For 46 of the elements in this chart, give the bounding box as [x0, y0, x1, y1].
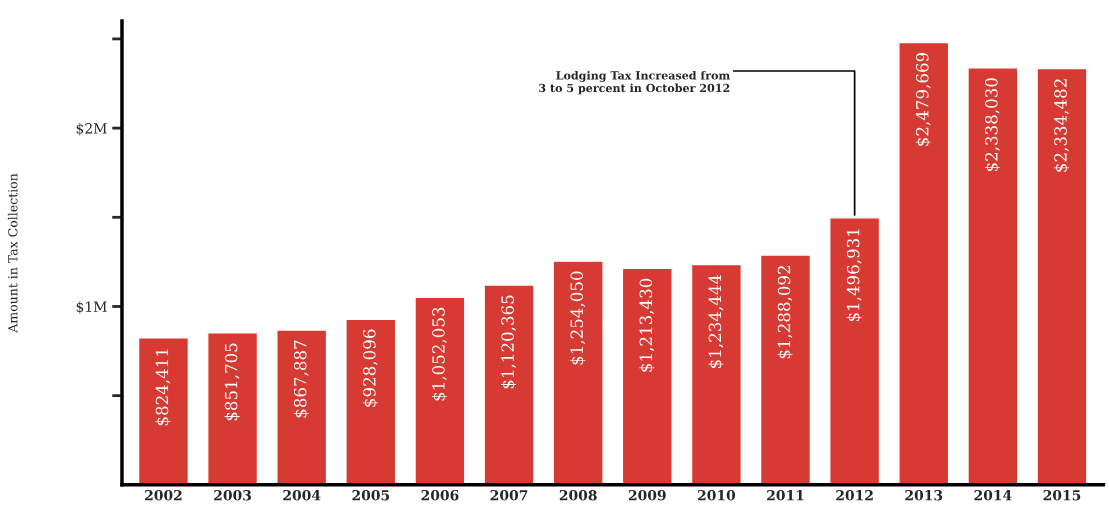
bar [483, 284, 535, 485]
x-tick-label: 2006 [421, 489, 459, 501]
bar [898, 41, 950, 485]
data-label: $1,213,430 [639, 278, 655, 372]
bar [829, 217, 881, 485]
data-label: $1,120,365 [500, 295, 517, 389]
bar [137, 337, 190, 485]
data-label: $2,334,482 [1053, 79, 1070, 172]
x-tick-label: 2002 [145, 489, 182, 501]
y-tick-label: $1M [76, 301, 107, 314]
x-tick-label: 2011 [767, 489, 804, 501]
x-tick-label: 2004 [283, 489, 321, 501]
bar [276, 329, 328, 485]
bar [1036, 67, 1088, 485]
data-label: $1,496,931 [846, 229, 862, 322]
x-tick-label: 2010 [698, 489, 736, 501]
data-label: $2,479,669 [915, 52, 931, 146]
x-tick-label: 2009 [628, 489, 666, 501]
y-axis-title: Amount in Tax Collection [7, 173, 18, 333]
x-tick-label: 2008 [559, 489, 597, 501]
data-label: $928,096 [362, 329, 378, 407]
x-tick-label: 2005 [352, 489, 390, 501]
data-label: $1,288,092 [777, 265, 793, 359]
data-label: $1,052,053 [431, 307, 447, 401]
bar [690, 263, 742, 485]
x-tick-label: 2012 [836, 489, 873, 501]
x-tick-label: 2013 [905, 489, 943, 501]
data-label: $1,234,444 [708, 274, 724, 368]
bar [345, 318, 397, 485]
data-label: $824,411 [155, 349, 171, 426]
bar [621, 267, 673, 485]
x-tick-label: 2007 [490, 489, 528, 501]
bar [759, 254, 812, 485]
data-label: $1,254,050 [570, 271, 586, 365]
bar [552, 260, 604, 485]
x-tick-label: 2014 [974, 489, 1012, 501]
data-label: $851,705 [224, 343, 240, 421]
bar [207, 332, 259, 485]
x-tick-label: 2015 [1043, 489, 1081, 501]
data-label: $867,887 [293, 340, 309, 418]
bar [967, 67, 1019, 485]
annotation: Lodging Tax Increased from 3 to 5 percent in October 2012 [539, 70, 730, 95]
bar [414, 296, 466, 485]
y-tick-label: $2M [76, 122, 107, 136]
data-label: $2,338,030 [984, 78, 1000, 172]
x-tick-label: 2003 [214, 489, 252, 501]
